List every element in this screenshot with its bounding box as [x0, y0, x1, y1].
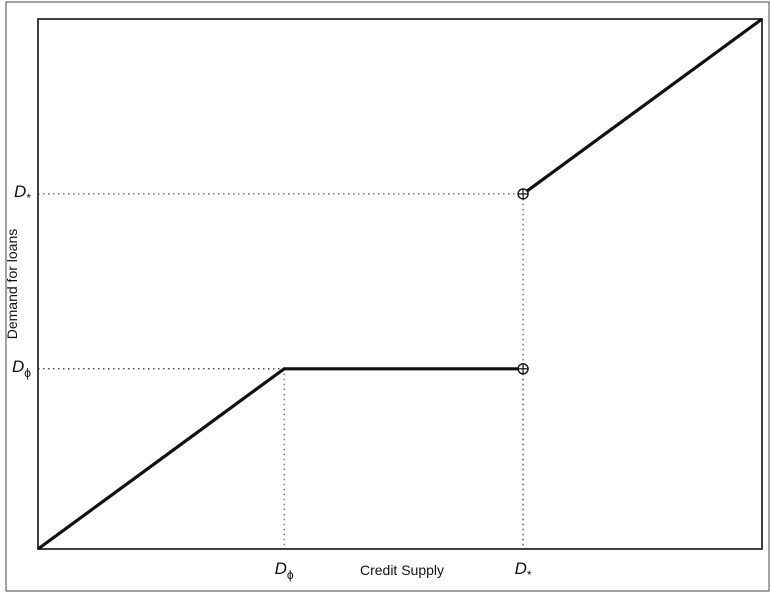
figure-frame — [5, 1, 770, 592]
open-point-marker-0-0 — [517, 363, 529, 375]
x-tick-labels: Dϕ D* — [275, 559, 532, 582]
series-line-0 — [37, 367, 524, 551]
plot-area — [37, 18, 763, 550]
y-axis-label: Demand for loans — [4, 229, 20, 340]
open-point-marker-1-0 — [517, 188, 529, 200]
open-markers — [517, 188, 529, 375]
x-tick-label-1: D* — [515, 559, 532, 582]
x-tick-label-0: Dϕ — [275, 559, 294, 582]
y-tick-label-0: Dϕ — [12, 357, 31, 380]
series-layer — [37, 17, 763, 551]
x-axis-label: Credit Supply — [360, 562, 444, 578]
reference-guides — [38, 193, 524, 549]
y-tick-label-1: D* — [14, 182, 31, 205]
y-tick-labels: Dϕ D* — [12, 182, 31, 380]
series-line-1 — [522, 17, 763, 196]
